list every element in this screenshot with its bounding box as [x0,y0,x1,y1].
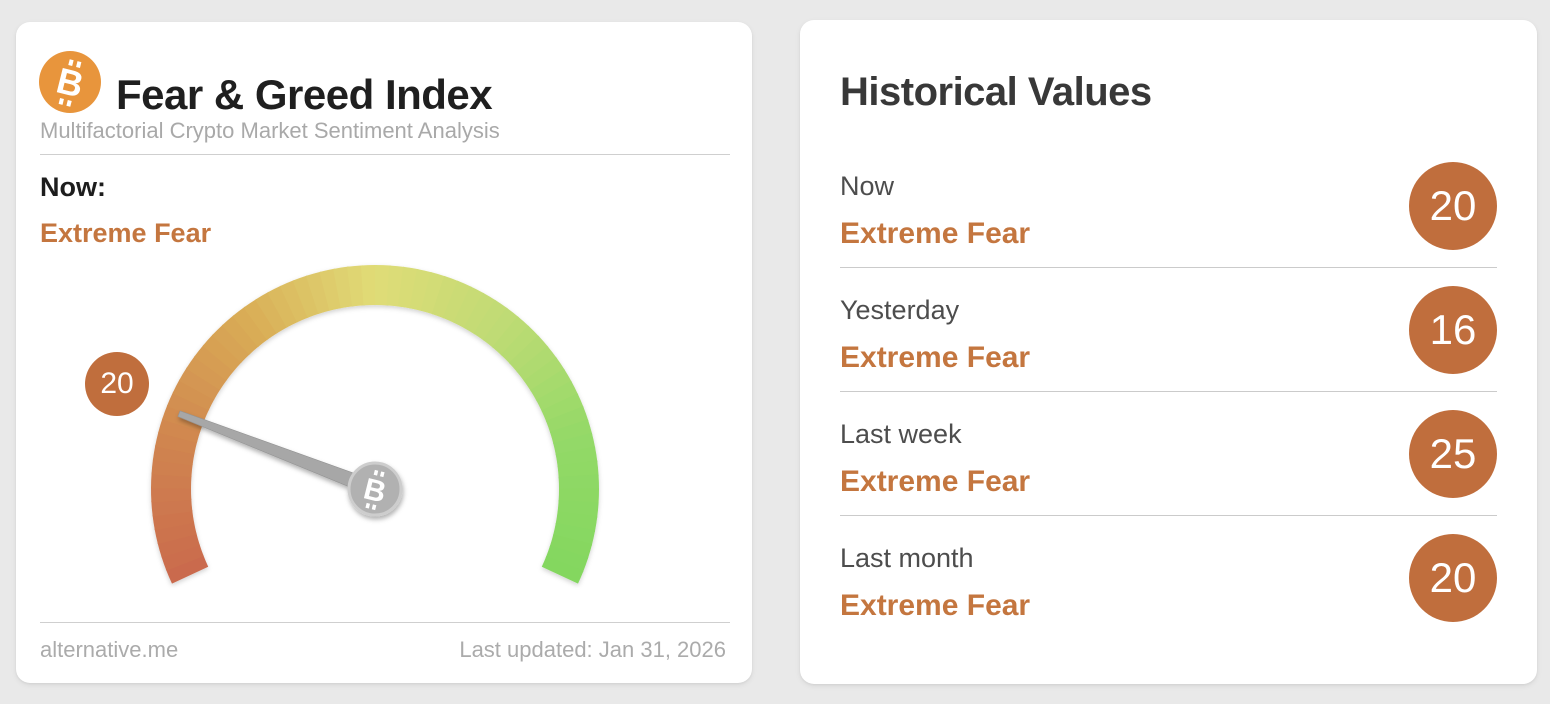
row-label: Yesterday [840,295,960,325]
now-classification: Extreme Fear [40,218,212,248]
gauge-needle: B [177,410,403,517]
history-row-last-week: Last week Extreme Fear 25 [840,392,1497,516]
history-row-now: Now Extreme Fear 20 [840,144,1497,268]
row-classification: Extreme Fear [840,341,1031,374]
fear-greed-gauge: B [151,265,599,584]
last-updated-text: Last updated: Jan 31, 2026 [459,637,726,662]
row-value-badge: 20 [1409,161,1497,250]
row-label: Last month [840,543,974,573]
widget-title: Fear & Greed Index [116,71,493,118]
row-classification: Extreme Fear [840,465,1031,498]
header-divider [40,154,730,155]
gauge-value-badge: 20 [85,352,149,416]
row-label: Now [840,171,895,201]
now-label: Now: [40,172,106,202]
historical-values-card: Historical Values Now Extreme Fear 20 Ye… [800,20,1537,684]
bitcoin-icon: B [38,50,102,114]
fear-greed-index-card: B Fear & Greed Index Multifactorial Cryp… [16,22,752,683]
row-value-badge: 20 [1409,534,1497,622]
historical-title: Historical Values [840,70,1152,114]
row-value-badge: 25 [1409,409,1497,498]
footer-divider [40,622,730,623]
history-row-yesterday: Yesterday Extreme Fear 16 [840,268,1497,392]
row-classification: Extreme Fear [840,589,1031,622]
source-link[interactable]: alternative.me [40,637,179,662]
history-row-last-month: Last month Extreme Fear 20 [840,516,1497,640]
widget-subtitle: Multifactorial Crypto Market Sentiment A… [40,118,500,143]
row-value-badge: 16 [1409,285,1497,374]
row-label: Last week [840,419,962,449]
row-classification: Extreme Fear [840,217,1031,250]
